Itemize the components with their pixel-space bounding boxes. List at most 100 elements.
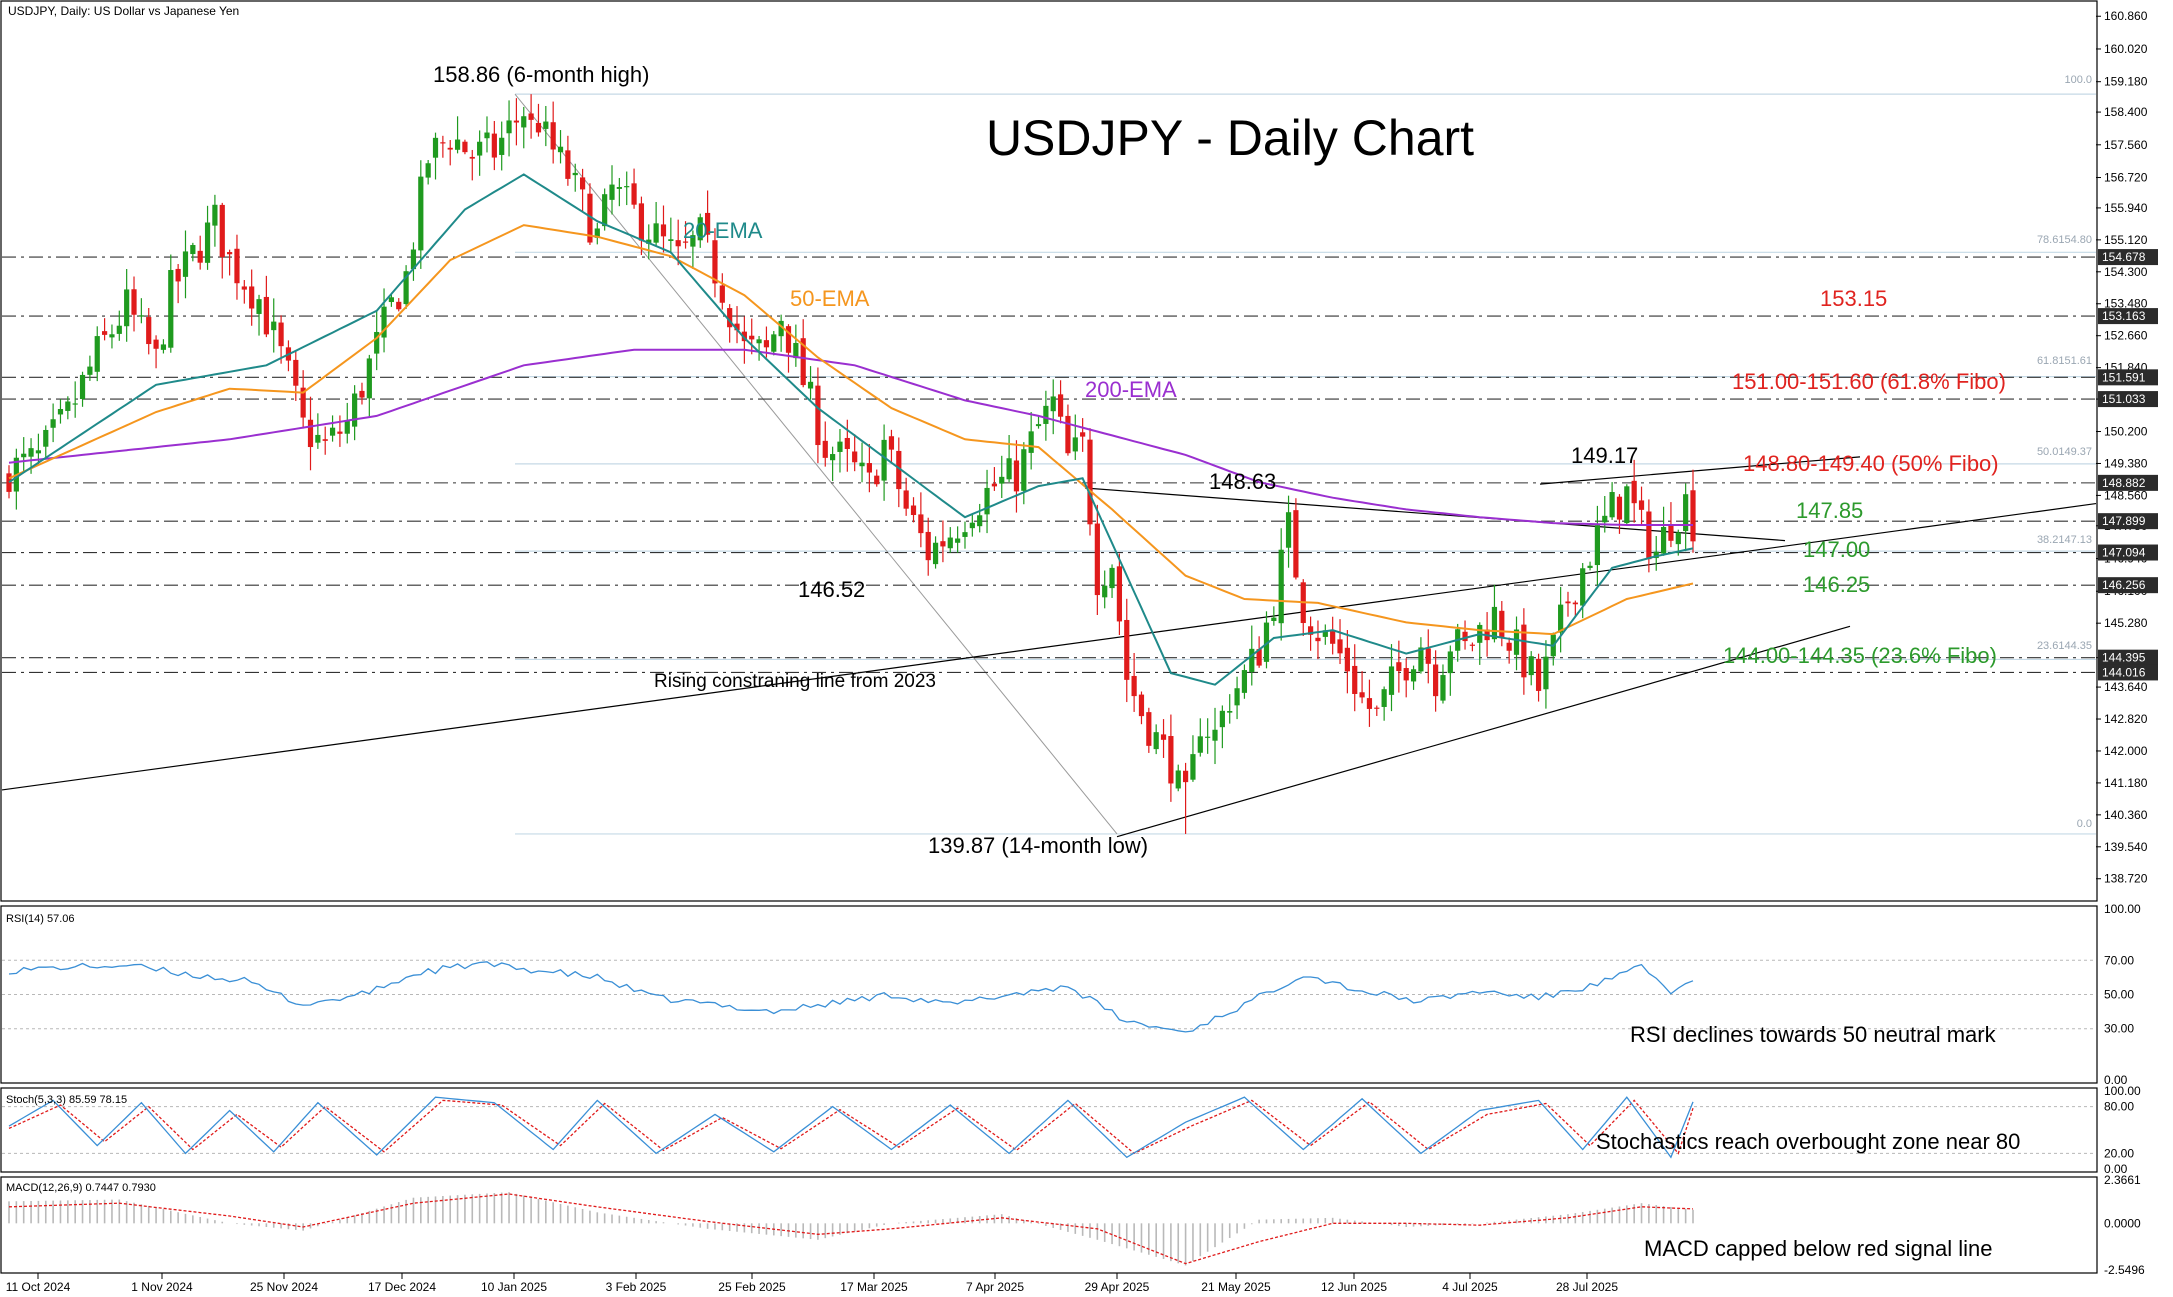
date-label: 3 Feb 2025: [606, 1280, 667, 1294]
candle-body: [859, 462, 865, 467]
candle-body: [918, 514, 924, 534]
candle-body: [1624, 486, 1630, 524]
candle-body: [896, 450, 902, 490]
rsi-line: [8, 961, 1694, 1033]
candle-body: [190, 245, 196, 255]
candle-body: [1197, 736, 1203, 753]
candle-body: [43, 429, 49, 447]
fib-100-label: 100.0: [2064, 74, 2092, 86]
rsi-tick-label: 70.00: [2104, 953, 2134, 967]
candle-body: [1035, 424, 1042, 427]
candle-body: [256, 299, 262, 314]
candle-body: [734, 323, 740, 331]
candle-body: [874, 475, 880, 485]
price-tick-label: 150.200: [2104, 425, 2148, 439]
fourteen-month-low-label: 139.87 (14-month low): [928, 833, 1148, 858]
candle-body: [888, 436, 895, 450]
candle-body: [1528, 656, 1534, 676]
candle-body: [844, 437, 850, 449]
candle-body: [1447, 651, 1453, 674]
price-badge: [2098, 544, 2158, 561]
stoch-tick-label: 100.00: [2104, 1084, 2141, 1098]
price-tick-label: 148.560: [2104, 488, 2148, 502]
candle-body: [1638, 500, 1645, 510]
fib-618-label: 61.8151.61: [2037, 355, 2092, 367]
candle-body: [278, 322, 284, 347]
date-label: 10 Jan 2025: [481, 1280, 547, 1294]
macd-signal-line: [8, 1193, 1694, 1265]
candle-body: [1616, 496, 1623, 520]
candle-body: [204, 222, 211, 263]
price-badge: [2098, 664, 2158, 681]
candle-body: [719, 285, 725, 303]
date-label: 11 Oct 2024: [6, 1280, 71, 1294]
candle-body: [168, 270, 174, 348]
support-14625-label: 146.25: [1803, 572, 1870, 597]
candle-body: [763, 340, 770, 348]
candle-body: [785, 326, 792, 353]
candle-body: [969, 522, 975, 529]
rising-constraining-line: [1, 502, 2097, 791]
candle-body: [28, 448, 34, 457]
price-tick-label: 141.180: [2104, 776, 2148, 790]
candle-body: [837, 441, 843, 452]
stoch-tick-label: 0.00: [2104, 1162, 2128, 1176]
stoch-k-line: [8, 1096, 1694, 1159]
price-badge: [2098, 308, 2158, 325]
candle-body: [1168, 736, 1174, 784]
date-label: 1 Nov 2024: [131, 1280, 193, 1294]
candle-body: [521, 116, 527, 128]
candle-body: [432, 137, 439, 158]
candle-body: [1146, 712, 1152, 746]
candle-body: [1469, 644, 1475, 646]
fibonacci-lines: [514, 93, 2096, 835]
candle-body: [1094, 523, 1100, 596]
candle-body: [1396, 662, 1402, 672]
main-panel-frame: [0, 0, 2098, 902]
candle-body: [594, 228, 600, 238]
price-badge-label: 151.033: [2102, 392, 2146, 406]
candle-body: [1631, 480, 1637, 504]
price-tick-label: 159.180: [2104, 75, 2148, 89]
date-label: 17 Mar 2025: [840, 1280, 908, 1294]
candle-body: [1124, 619, 1130, 680]
candle-body: [609, 184, 615, 200]
candle-body: [462, 141, 468, 153]
stoch-axis: 100.00 80.00 20.00 0.00: [2104, 1084, 2141, 1176]
candle-body: [866, 463, 872, 473]
price-badge-label: 147.899: [2102, 514, 2146, 528]
candle-body: [1043, 405, 1049, 424]
price-tick-label: 139.540: [2104, 840, 2148, 854]
candle-body: [646, 239, 652, 244]
resistance-fibo618-label: 151.00-151.60 (61.8% Fibo): [1732, 369, 2006, 394]
candle-body: [1234, 688, 1240, 706]
candle-body: [705, 212, 711, 235]
candle-body: [1462, 631, 1468, 642]
candle-body: [396, 301, 402, 310]
candle-body: [418, 176, 424, 251]
candle-body: [1374, 707, 1380, 709]
candle-body: [668, 239, 674, 241]
candle-body: [1205, 736, 1211, 738]
level-14863-label: 148.63: [1209, 469, 1276, 494]
candle-body: [1153, 732, 1159, 750]
candle-body: [1109, 567, 1115, 589]
candle-body: [955, 538, 961, 543]
stoch-levels: [2, 1106, 2096, 1154]
candle-body: [1683, 494, 1689, 532]
price-badge-label: 154.678: [2102, 250, 2146, 264]
candle-body: [1021, 449, 1027, 491]
candle-body: [1190, 754, 1196, 780]
candle-body: [932, 542, 939, 565]
candle-body: [1499, 610, 1505, 638]
candle-body: [1535, 658, 1542, 691]
date-label: 28 Jul 2025: [1556, 1280, 1618, 1294]
price-tick-label: 140.360: [2104, 808, 2148, 822]
candle-body: [1322, 630, 1328, 637]
candle-body: [1006, 458, 1012, 480]
candle-body: [1138, 694, 1145, 717]
candle-body: [977, 515, 983, 527]
candle-body: [749, 335, 755, 340]
candle-body: [153, 339, 159, 349]
